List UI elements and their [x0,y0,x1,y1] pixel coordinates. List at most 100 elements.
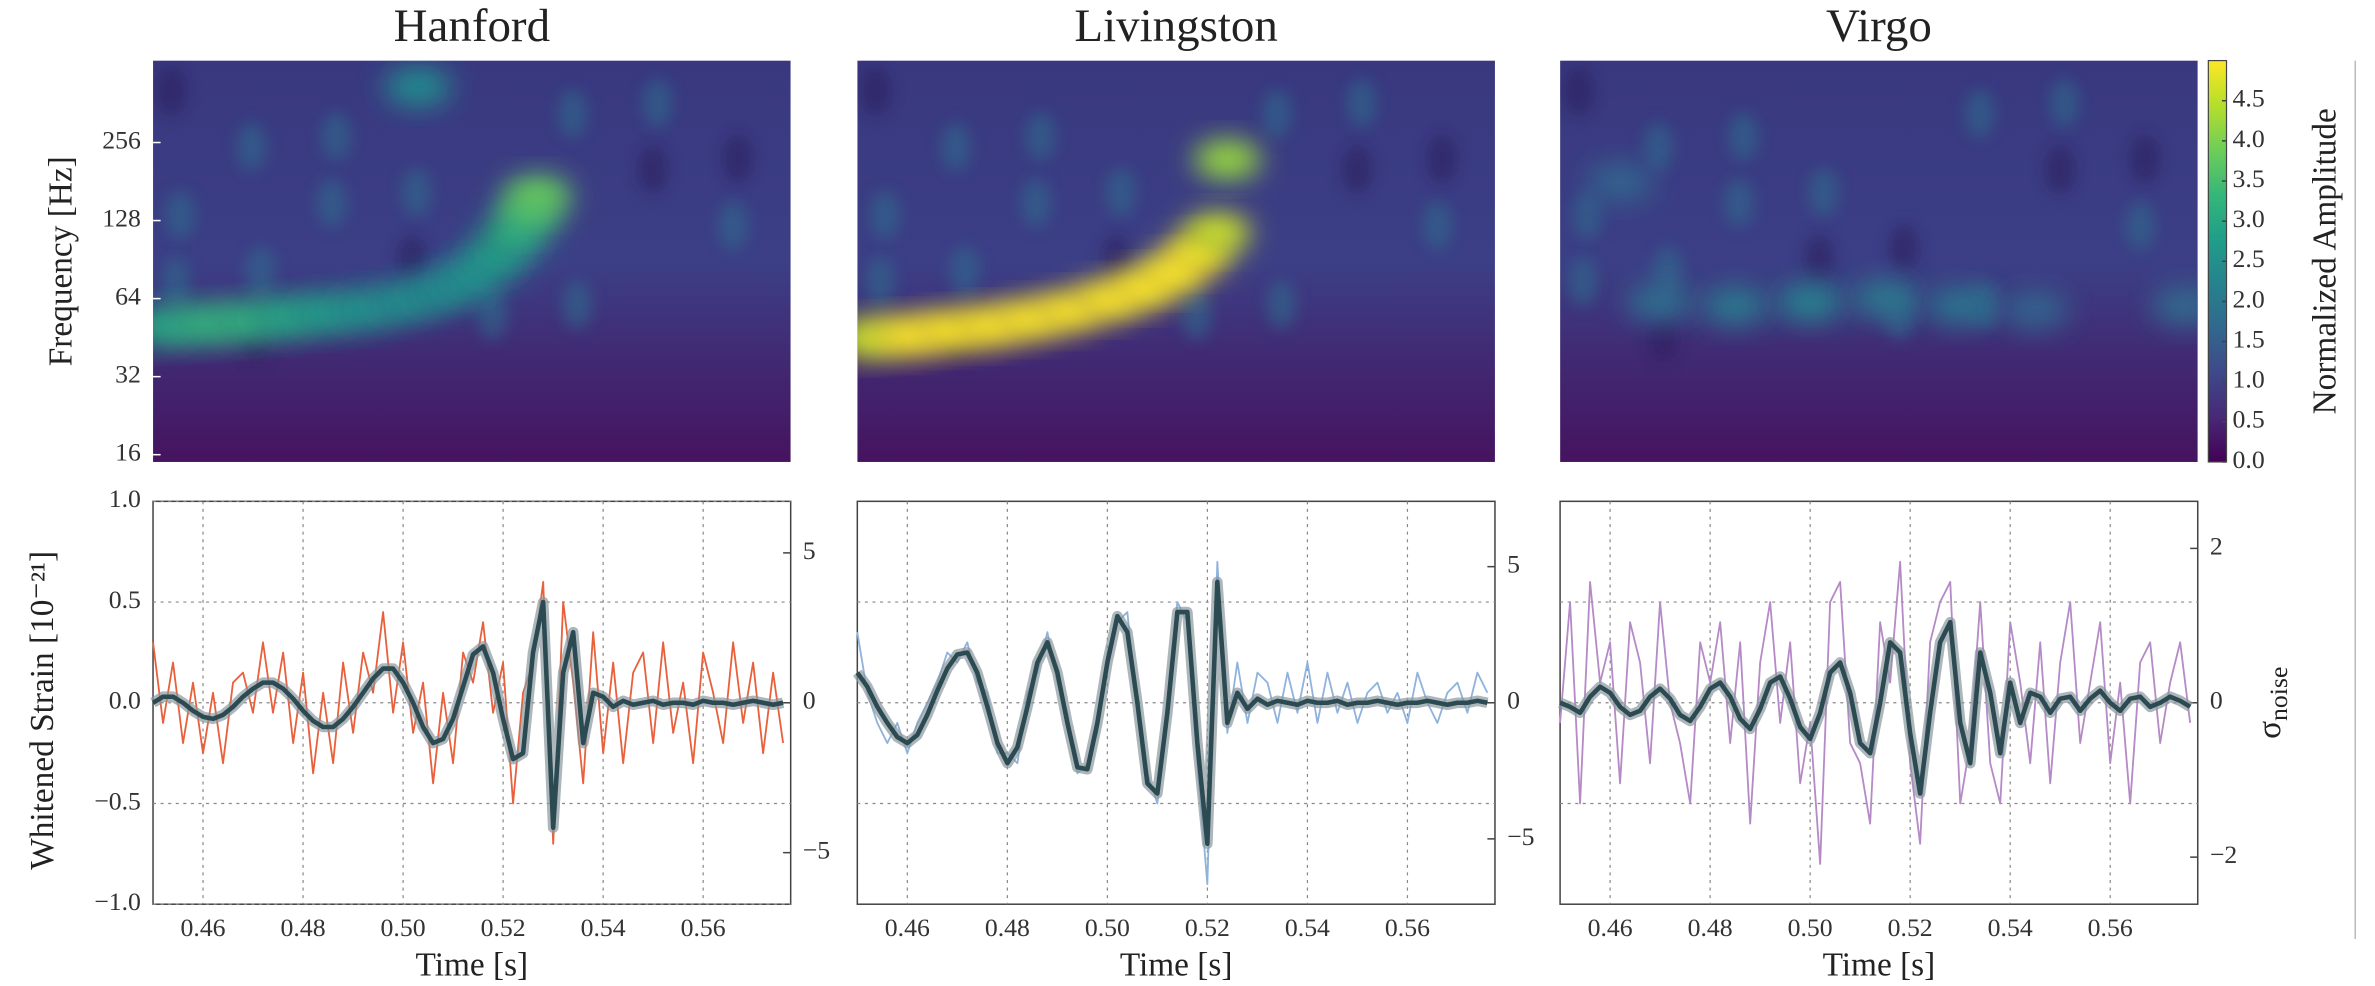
spectrogram-area [1560,60,2198,462]
texture [1426,134,1458,184]
texture [245,246,276,296]
texture [1105,168,1137,217]
texture [477,290,508,340]
texture [949,246,981,296]
colorbar-tick-label: 0.0 [2233,445,2265,474]
texture [1101,234,1132,284]
x-tick-label: 0.50 [381,913,426,942]
texture [2125,201,2156,250]
texture [1572,190,1603,240]
texture [396,234,428,284]
texture [1647,313,1679,362]
y2-tick-label: −5 [803,836,830,865]
texture [2049,78,2080,128]
y2-tick-label: 0 [2210,686,2223,715]
y-tick-label: 1.0 [109,484,141,513]
x-tick-label: 0.54 [581,913,626,942]
x-axis-label: Time [s] [1823,946,1936,983]
model-line [1559,619,2192,796]
amplitude-blob [504,175,572,216]
spectrogram-area [153,60,791,462]
amplitude-blob [384,67,452,107]
colorbar-tick-label: 1.0 [2233,365,2265,394]
texture [557,89,588,138]
texture [321,112,352,161]
y2-axis-label: σnoise [2251,667,2293,739]
texture [156,66,187,116]
texture [561,280,593,329]
x-tick-label: 0.48 [1688,913,1733,942]
texture [637,145,668,194]
spectrogram [153,60,791,462]
colorbar-tick-label: 2.5 [2233,244,2265,273]
y-tick-label: 16 [115,438,141,467]
texture [1643,122,1674,172]
y-tick-label: 256 [102,125,141,154]
texture [1964,89,1995,138]
texture [1567,257,1598,306]
y2-tick-label: −5 [1507,822,1534,851]
y2-tick-label: 5 [803,536,816,565]
texture [717,201,749,250]
y-tick-label: −1.0 [94,887,141,916]
x-axis-label: Time [s] [1120,946,1233,983]
y2-tick-label: 0 [1507,686,1520,715]
colorbar-tick-label: 3.0 [2233,204,2265,233]
colorbar-tick-label: 4.5 [2233,84,2265,113]
texture [160,257,191,306]
y2-tick-label: 2 [2210,531,2223,560]
colorbar-tick-label: 2.0 [2233,284,2265,313]
y-tick-label: −0.5 [94,786,141,815]
amplitude-blob [2151,286,2198,326]
x-tick-label: 0.46 [1588,913,1633,942]
x-tick-label: 0.52 [1888,913,1933,942]
colorbar-tick-label: 1.5 [2233,324,2265,353]
texture [2129,134,2160,184]
amplitude-blob [1194,139,1261,180]
x-tick-label: 0.56 [2088,913,2133,942]
colorbar-tick-label: 4.0 [2233,124,2265,153]
x-tick-label: 0.54 [1285,913,1330,942]
model-line [151,599,784,830]
texture [1341,145,1373,194]
texture [1888,224,1920,273]
texture [860,66,891,116]
spectrogram [1560,60,2198,462]
x-tick-label: 0.46 [885,913,930,942]
texture [1803,234,1835,284]
y2-tick-label: 0 [803,686,816,715]
amplitude-blob [1586,162,1654,202]
texture [1728,112,1759,161]
y2-tick-label: −2 [2210,840,2237,869]
texture [1563,66,1594,116]
y-tick-label: 0.5 [109,585,141,614]
spectrogram [857,60,1495,462]
texture [1346,78,1377,128]
x-tick-label: 0.50 [1085,913,1130,942]
texture [1266,280,1297,329]
spectrogram-area [857,60,1495,462]
x-tick-label: 0.46 [181,913,226,942]
x-tick-label: 0.54 [1988,913,2033,942]
amplitude-blob [1926,286,1994,326]
panel-title: Virgo [1826,0,1932,52]
texture [1020,178,1052,228]
amplitude-blob [1626,282,1694,322]
panel-title: Hanford [394,0,550,52]
texture [1808,168,1839,217]
texture [864,257,896,306]
texture [1181,290,1212,340]
amplitude-blob [1776,282,1844,322]
colorbar-tick-label: 3.5 [2233,164,2265,193]
amplitude-blob [2001,289,2069,330]
y-tick-label: 32 [115,360,141,389]
colorbar-label: Normalized Amplitude [2307,108,2344,414]
texture [722,134,753,184]
x-tick-label: 0.50 [1788,913,1833,942]
x-tick-label: 0.52 [481,913,526,942]
texture [869,190,900,240]
x-tick-label: 0.52 [1185,913,1230,942]
y-tick-label: 64 [115,282,141,311]
texture [236,122,267,172]
